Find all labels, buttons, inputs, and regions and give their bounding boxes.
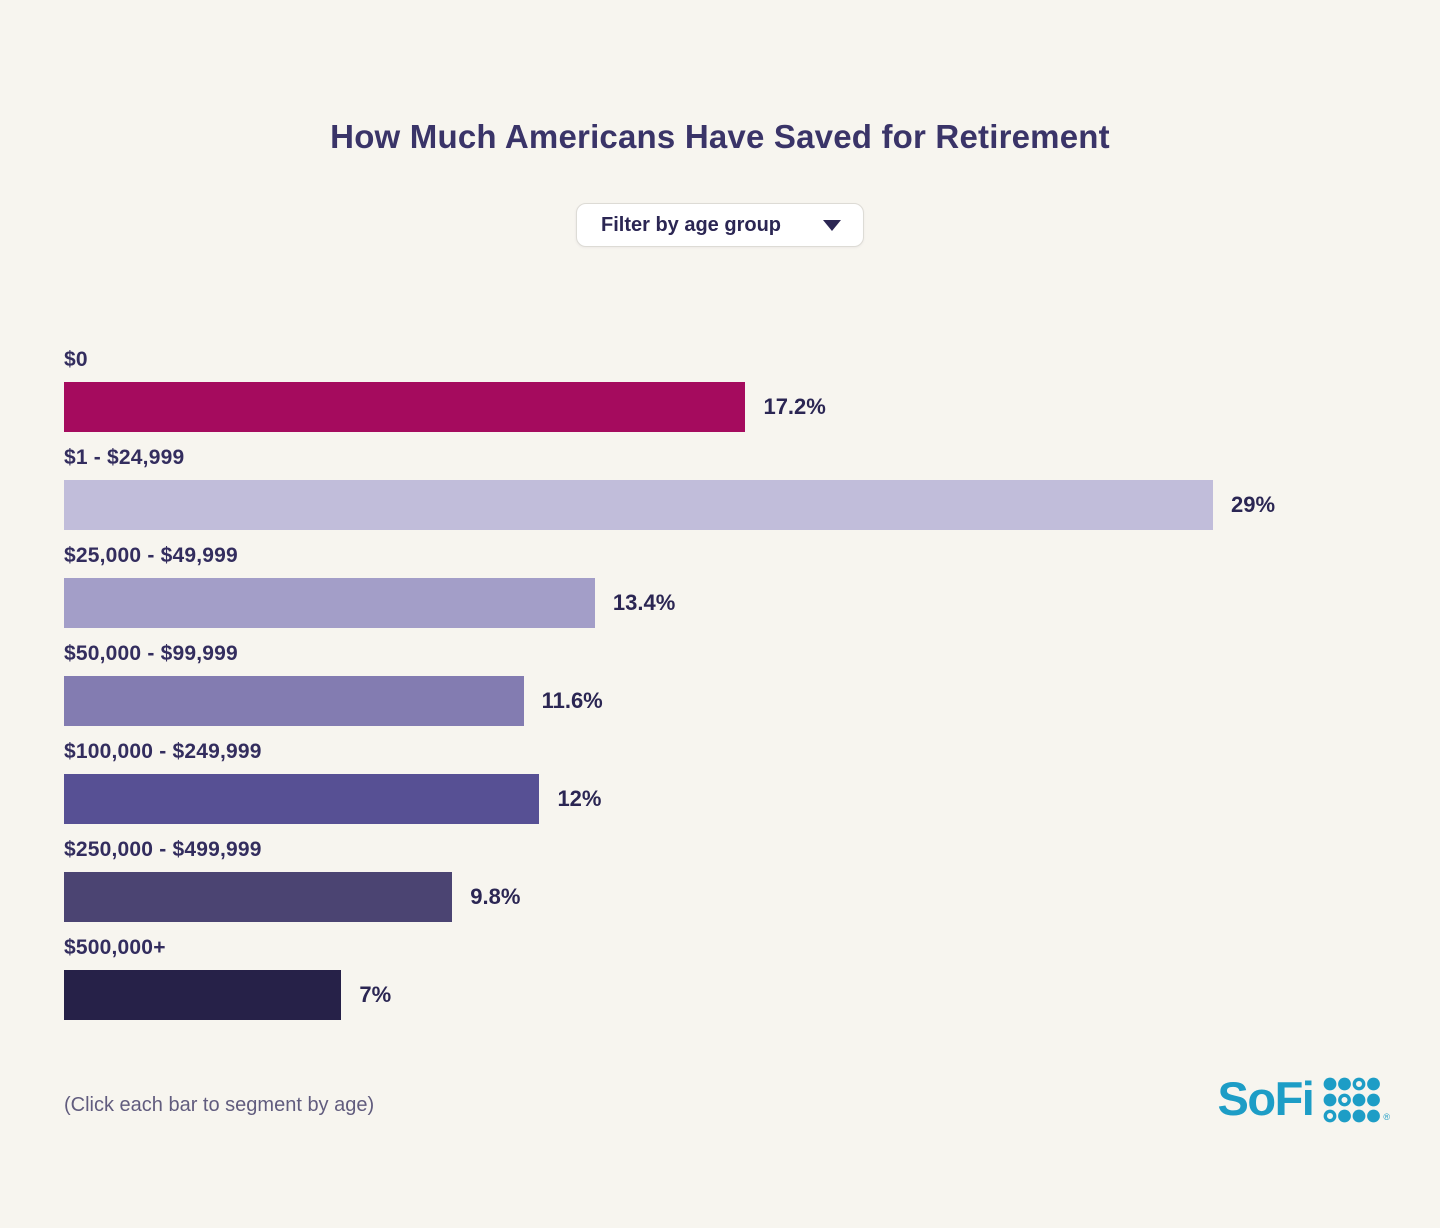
bar-category-label: $100,000 - $249,999 xyxy=(64,740,262,763)
bar-value-label: 12% xyxy=(557,786,602,811)
bar-category-label: $0 xyxy=(64,348,88,371)
chart-title: How Much Americans Have Saved for Retire… xyxy=(330,118,1110,155)
bar-category-label: $500,000+ xyxy=(64,936,166,959)
bar-category-label: $25,000 - $49,999 xyxy=(64,544,238,567)
filter-dropdown-label: Filter by age group xyxy=(600,213,782,236)
chart-row: $1 - $24,999 29% xyxy=(64,444,1404,530)
chevron-down-icon xyxy=(823,219,842,231)
chart-row: $50,000 - $99,999 11.6% xyxy=(64,640,1404,726)
age-group-filter-dropdown[interactable]: Filter by age group xyxy=(575,203,865,247)
bar-track: 12% xyxy=(64,774,1404,824)
bar-track: 29% xyxy=(64,480,1404,530)
chart-bar[interactable] xyxy=(64,970,342,1020)
chart-row: $100,000 - $249,999 12% xyxy=(64,738,1404,824)
chart-bar[interactable] xyxy=(64,774,540,824)
chart-bar[interactable] xyxy=(64,676,524,726)
bar-category-label: $50,000 - $99,999 xyxy=(64,642,238,665)
chart-bar[interactable] xyxy=(64,382,746,432)
chart-row: $25,000 - $49,999 13.4% xyxy=(64,542,1404,628)
chart-row: $0 17.2% xyxy=(64,346,1404,432)
chart-footnote: (Click each bar to segment by age) xyxy=(64,1094,375,1116)
bar-value-label: 29% xyxy=(1230,492,1276,517)
bar-track: 9.8% xyxy=(64,872,1404,922)
trademark-symbol: ® xyxy=(1383,1112,1390,1122)
sofi-wordmark: SoFi xyxy=(1217,1071,1315,1125)
chart-bar[interactable] xyxy=(64,872,453,922)
bar-track: 13.4% xyxy=(64,578,1404,628)
sofi-dot-grid-icon xyxy=(1323,1077,1381,1123)
bar-value-label: 13.4% xyxy=(612,590,676,615)
chart-bar[interactable] xyxy=(64,578,595,628)
chart-row: $500,000+ 7% xyxy=(64,934,1404,1020)
sofi-logo: SoFi ® xyxy=(1217,1071,1390,1125)
bar-value-label: 7% xyxy=(359,982,392,1007)
chart-row: $250,000 - $499,999 9.8% xyxy=(64,836,1404,922)
bar-category-label: $250,000 - $499,999 xyxy=(64,838,262,861)
bar-value-label: 9.8% xyxy=(470,884,521,909)
bar-category-label: $1 - $24,999 xyxy=(64,446,185,469)
bar-track: 7% xyxy=(64,970,1404,1020)
bar-value-label: 17.2% xyxy=(763,394,826,419)
bar-track: 11.6% xyxy=(64,676,1404,726)
bar-track: 17.2% xyxy=(64,382,1404,432)
bar-chart: $0 17.2% $1 - $24,999 29% $25,000 - $49,… xyxy=(64,346,1404,1032)
chart-bar[interactable] xyxy=(64,480,1213,530)
bar-value-label: 11.6% xyxy=(541,688,603,713)
